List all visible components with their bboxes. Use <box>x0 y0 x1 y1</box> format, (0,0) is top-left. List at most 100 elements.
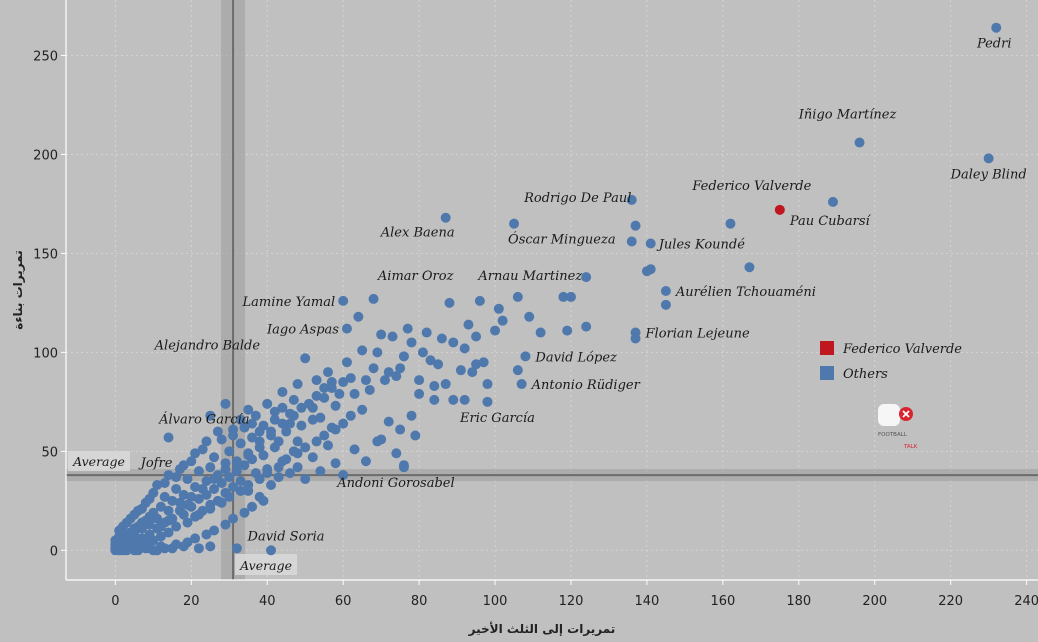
scatter-point <box>171 539 182 550</box>
scatter-point <box>209 525 220 536</box>
scatter-point <box>292 379 303 390</box>
point-label: Antonio Rüdiger <box>531 378 641 393</box>
scatter-point <box>725 218 736 229</box>
scatter-point <box>209 452 220 463</box>
point-label: Florian Lejeune <box>645 327 750 342</box>
scatter-point <box>398 351 409 362</box>
scatter-point <box>228 430 239 441</box>
scatter-point <box>277 386 288 397</box>
y-tick-label: 0 <box>50 544 58 559</box>
scatter-point <box>235 476 246 487</box>
scatter-point <box>402 323 413 334</box>
scatter-point <box>258 450 269 461</box>
scatter-point <box>228 513 239 524</box>
x-tick-label: 120 <box>559 594 584 609</box>
scatter-point <box>178 489 189 500</box>
scatter-point <box>171 521 182 532</box>
x-tick-label: 220 <box>938 594 963 609</box>
scatter-point <box>148 535 159 546</box>
scatter-point <box>174 497 185 508</box>
scatter-point <box>159 543 170 554</box>
point-label: Federico Valverde <box>691 179 811 194</box>
scatter-point <box>364 384 375 395</box>
scatter-point <box>512 365 523 376</box>
x-tick-label: 160 <box>710 594 735 609</box>
scatter-point <box>247 501 258 512</box>
scatter-point <box>379 375 390 386</box>
scatter-point <box>159 478 170 489</box>
grid-layer <box>66 0 1038 580</box>
scatter-point <box>197 444 208 455</box>
x-tick-label: 240 <box>1014 594 1038 609</box>
scatter-point <box>478 357 489 368</box>
point-label: Alex Baena <box>380 226 455 241</box>
average-y-label: Average <box>72 454 125 469</box>
scatter-point <box>205 410 216 421</box>
scatter-point <box>471 331 482 342</box>
scatter-point <box>205 503 216 514</box>
y-tick-label: 100 <box>33 346 58 361</box>
scatter-point <box>360 375 371 386</box>
point-label: Óscar Mingueza <box>508 231 616 248</box>
y-tick-label: 250 <box>33 49 58 64</box>
point-label: Lamine Yamal <box>242 295 336 310</box>
scatter-point <box>509 218 520 229</box>
scatter-point <box>262 398 273 409</box>
average-y-label-bg <box>68 451 130 472</box>
scatter-point <box>292 436 303 447</box>
scatter-point <box>645 238 656 249</box>
scatter-point <box>372 436 383 447</box>
scatter-point <box>474 295 485 306</box>
scatter-point <box>414 388 425 399</box>
scatter-point <box>281 454 292 465</box>
scatter-point <box>285 418 296 429</box>
scatter-point <box>482 396 493 407</box>
scatter-point <box>326 377 337 388</box>
scatter-point <box>235 438 246 449</box>
scatter-point <box>254 426 265 437</box>
scatter-point <box>660 299 671 310</box>
scatter-point <box>315 466 326 477</box>
scatter-point <box>281 426 292 437</box>
scatter-point <box>216 478 227 489</box>
scatter-point <box>266 479 277 490</box>
scatter-point <box>520 351 531 362</box>
scatter-point <box>220 464 231 475</box>
scatter-point <box>311 436 322 447</box>
point-label: David Soria <box>247 529 325 544</box>
scatter-point <box>216 434 227 445</box>
scatter-point <box>330 458 341 469</box>
scatter-point <box>152 545 163 556</box>
scatter-point <box>581 321 592 332</box>
scatter-point <box>163 432 174 443</box>
scatter-point <box>224 446 235 457</box>
scatter-point <box>296 420 307 431</box>
scatter-point <box>239 507 250 518</box>
scatter-point <box>285 468 296 479</box>
scatter-point <box>163 470 174 481</box>
scatter-point <box>744 262 755 273</box>
scatter-point <box>372 347 383 358</box>
scatter-point <box>239 460 250 471</box>
point-label: Alejandro Balde <box>154 338 261 353</box>
point-label: Aimar Oroz <box>377 269 454 284</box>
point-label: Iago Aspas <box>266 323 339 338</box>
scatter-point <box>562 325 573 336</box>
scatter-point <box>455 365 466 376</box>
point-label: Arnau Martinez <box>477 269 582 284</box>
y-tick-label: 150 <box>33 247 58 262</box>
logo-text-top: FOOTBALL <box>878 432 908 438</box>
scatter-point <box>391 448 402 459</box>
x-axis-title: تمريرات إلى الثلث الأخير <box>468 621 616 636</box>
scatter-point <box>193 509 204 520</box>
scatter-point <box>186 456 197 467</box>
scatter-point <box>273 472 284 483</box>
scatter-point <box>417 347 428 358</box>
scatter-point <box>376 329 387 340</box>
scatter-point <box>338 418 349 429</box>
scatter-point <box>258 495 269 506</box>
scatter-point <box>330 424 341 435</box>
y-tick-label: 200 <box>33 148 58 163</box>
scatter-point <box>247 418 258 429</box>
scatter-point <box>322 440 333 451</box>
